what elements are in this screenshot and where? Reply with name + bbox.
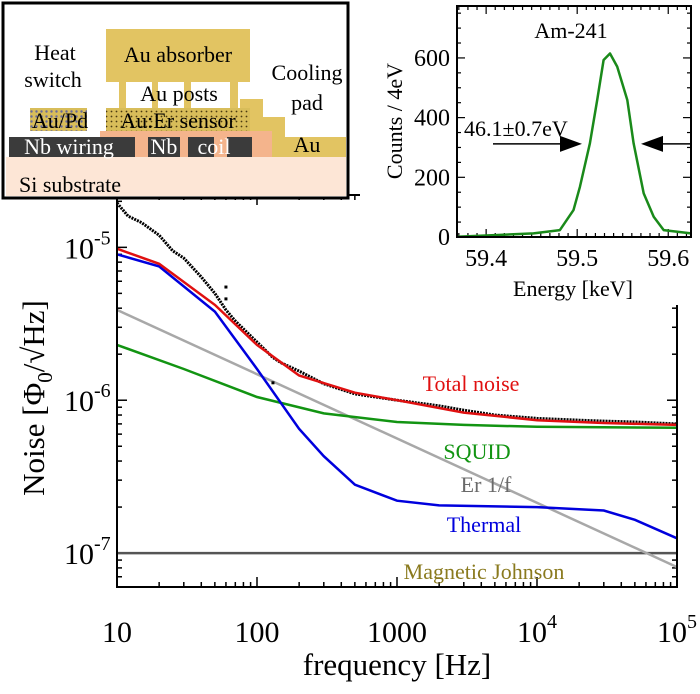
y-tick-label: 10-7: [64, 533, 111, 571]
inset-y-tick-label: 200: [414, 165, 450, 191]
measured-outlier-point: [224, 297, 228, 301]
fwhm-label: 46.1±0.7eV: [464, 116, 568, 141]
noise-curves: [115, 202, 678, 569]
inset-x-tick-label: 59.5: [556, 246, 598, 272]
label-si-substrate: Si substrate: [19, 172, 121, 197]
series-squid: [116, 343, 678, 430]
inset-x-tick-label: 59.6: [647, 246, 689, 272]
inset-y-tick-label: 0: [438, 225, 450, 251]
inset-x-tick-label: 59.4: [465, 246, 507, 272]
label-total-noise: Total noise: [423, 371, 520, 396]
label-squid: SQUID: [443, 439, 510, 464]
label-posts: Au posts: [140, 81, 218, 106]
am241-peak-curve: [456, 52, 692, 238]
series-thermal: [116, 253, 678, 540]
au-absorber: [106, 29, 250, 82]
label-pad: pad: [291, 90, 323, 115]
au-post: [152, 82, 158, 108]
label-absorber: Au absorber: [124, 42, 233, 67]
label-au: Au: [294, 132, 321, 157]
au-er-sensor: [106, 108, 250, 131]
si-substrate: [6, 157, 346, 196]
x-tick-label: 10: [102, 616, 132, 649]
nb-coil-left: [148, 137, 180, 157]
label-magnetic-johnson: Magnetic Johnson: [404, 559, 565, 584]
au-post: [184, 82, 191, 108]
label-coil: coil: [198, 134, 231, 159]
inset-frame: [456, 5, 692, 238]
measured-outlier-point: [271, 381, 275, 385]
inset-title: Am-241: [534, 18, 607, 43]
measured-outlier-point: [224, 285, 228, 289]
au-pd-heat-switch: [30, 108, 87, 131]
y-tick-label: 10-5: [64, 227, 111, 265]
au-post: [230, 82, 238, 108]
label-au-pd: Au/Pd: [32, 108, 88, 133]
am241-spectrum-inset: 59.4 59.5 59.6 0 200 400 600 Am-241 46.1±0.7eV…: [360, 0, 700, 305]
label-heat: Heat: [34, 40, 76, 65]
label-switch: switch: [24, 67, 81, 92]
right-arrow-head: [641, 135, 663, 152]
label-er-1f: Er 1/f: [461, 472, 512, 497]
detector-schematic: Heat switch Au absorber Au posts Au:Er s…: [1, 1, 350, 200]
inset-y-tick-label: 600: [414, 46, 450, 72]
nb-coil-right: [227, 137, 252, 157]
label-cooling: Cooling: [272, 60, 343, 85]
nb-wiring: [9, 137, 135, 157]
x-tick-label: 104: [517, 611, 557, 649]
series-total-noise: [116, 247, 678, 427]
inset-y-label: Counts / 4eV: [382, 63, 407, 179]
noise-spectrum-plot: 10 100 1000 104 105 10-5 10-6 10-7 frequency [H…: [16, 194, 697, 682]
label-nb: Nb: [151, 134, 178, 159]
x-tick-label: 105: [657, 611, 697, 649]
x-tick-label: 1000: [367, 616, 427, 649]
x-tick-label: 100: [235, 616, 280, 649]
label-sensor: Au:Er sensor: [120, 108, 236, 133]
inset-y-tick-label: 400: [414, 106, 450, 132]
y-axis-label: Noise [Φ0/√Hz]: [16, 300, 57, 496]
left-arrow-head: [560, 135, 582, 152]
nb-coil-mid: [188, 137, 214, 157]
label-nb-wiring: Nb wiring: [24, 134, 114, 159]
fwhm-arrows: [493, 135, 690, 152]
x-axis-label: frequency [Hz]: [303, 647, 491, 682]
au-post: [119, 82, 126, 108]
y-tick-label: 10-6: [64, 380, 111, 418]
inset-tick-labels: 59.4 59.5 59.6 0 200 400 600: [414, 46, 689, 272]
series-er-1-f: [116, 308, 678, 569]
inset-x-label: Energy [keV]: [513, 276, 633, 301]
label-thermal: Thermal: [447, 512, 522, 537]
tick-labels: 10 100 1000 104 105 10-5 10-6 10-7: [64, 227, 697, 649]
inset-curve: [456, 52, 692, 238]
